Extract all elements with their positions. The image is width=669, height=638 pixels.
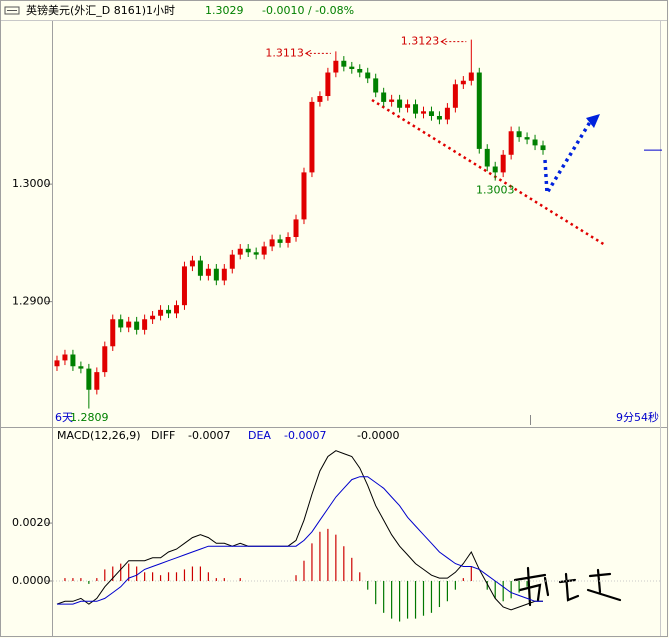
candle-body <box>365 72 371 79</box>
candle-body <box>452 84 458 108</box>
period-low: 1.2809 <box>70 411 109 424</box>
period-label: 6天 <box>55 411 73 424</box>
candle-body <box>213 268 219 281</box>
candle-body <box>293 219 299 238</box>
candle-body <box>397 99 403 108</box>
candle-body <box>325 72 331 97</box>
candle-body <box>460 80 466 85</box>
candle-body <box>468 72 474 81</box>
macd-line <box>57 476 543 605</box>
candle-body <box>62 354 68 361</box>
menu-icon[interactable] <box>4 6 20 15</box>
candle-body <box>253 252 259 255</box>
candle-body <box>524 137 530 140</box>
candle-body <box>492 166 498 173</box>
candle-body <box>341 60 347 67</box>
candle-body <box>237 248 243 255</box>
y-tick-label: 0.0020 <box>12 516 51 529</box>
candle-body <box>413 104 419 114</box>
low-label: 1.3003 <box>476 184 515 197</box>
candle-body <box>174 305 179 314</box>
high-arrowhead <box>440 38 447 46</box>
trend-line <box>371 98 606 247</box>
candle-body <box>357 68 363 73</box>
candle-body <box>166 309 172 314</box>
diff-name: DIFF <box>151 429 175 442</box>
candle-body <box>102 346 108 373</box>
candle-body <box>70 354 76 367</box>
macd-title: MACD(12,26,9) <box>57 429 141 442</box>
candle-body <box>181 266 187 306</box>
candle-body <box>532 139 538 146</box>
y-tick-label: 1.3000 <box>12 177 51 190</box>
candle-body <box>444 107 450 120</box>
symbol-title: 英镑美元(外汇_D 8161)1小时 <box>26 3 175 17</box>
diff-current: -0.0007 <box>188 429 230 442</box>
candle-body <box>78 366 84 369</box>
candle-body <box>349 66 355 69</box>
candle-body <box>126 321 132 328</box>
high-label: 1.3123 <box>401 35 440 48</box>
candle-body <box>158 309 164 316</box>
candle-body <box>229 254 235 269</box>
candle-body <box>484 148 490 167</box>
candle-body <box>261 246 267 255</box>
countdown: 9分54秒 <box>616 410 659 424</box>
y-tick-label: 1.2900 <box>12 295 51 308</box>
candle-body <box>189 260 195 267</box>
candle-body <box>476 72 482 149</box>
candle-body <box>373 78 379 93</box>
candle-body <box>221 268 227 281</box>
high-label: 1.3113 <box>265 46 304 59</box>
macd-line <box>56 450 543 611</box>
candle-body <box>317 96 323 102</box>
candle-body <box>86 368 92 390</box>
candle-body <box>301 172 307 220</box>
candle-body <box>421 111 426 114</box>
dea-name: DEA <box>248 429 271 442</box>
candle-body <box>197 260 203 276</box>
candle-body <box>516 131 522 138</box>
candle-body <box>277 239 283 243</box>
quote-price: 1.3029 <box>205 4 244 17</box>
candle-body <box>94 372 100 390</box>
candle-body <box>134 321 140 330</box>
candle-body <box>508 131 514 155</box>
candle-body <box>118 319 124 328</box>
candle-body <box>110 319 116 347</box>
candle-body <box>436 115 442 120</box>
candle-body <box>500 154 506 173</box>
quote-change: -0.0010 / -0.08% <box>262 4 354 17</box>
y-tick-label: 0.0000 <box>12 574 51 587</box>
candle-body <box>54 360 60 367</box>
candle-body <box>333 60 339 73</box>
candle-body <box>285 237 291 243</box>
candle-body <box>428 111 434 116</box>
candle-body <box>389 99 395 102</box>
candle-body <box>245 248 251 253</box>
candle-body <box>309 101 315 173</box>
forecast-arrowhead <box>586 114 600 128</box>
candle-body <box>540 145 546 151</box>
candle-body <box>150 315 156 320</box>
candle-body <box>142 319 148 330</box>
candle-body <box>405 104 411 108</box>
high-arrowhead <box>304 49 312 57</box>
candle-body <box>205 268 211 276</box>
histogram-current: -0.0000 <box>357 429 399 442</box>
candle-body <box>269 239 275 247</box>
candle-body <box>381 92 387 102</box>
dea-current: -0.0007 <box>284 429 326 442</box>
